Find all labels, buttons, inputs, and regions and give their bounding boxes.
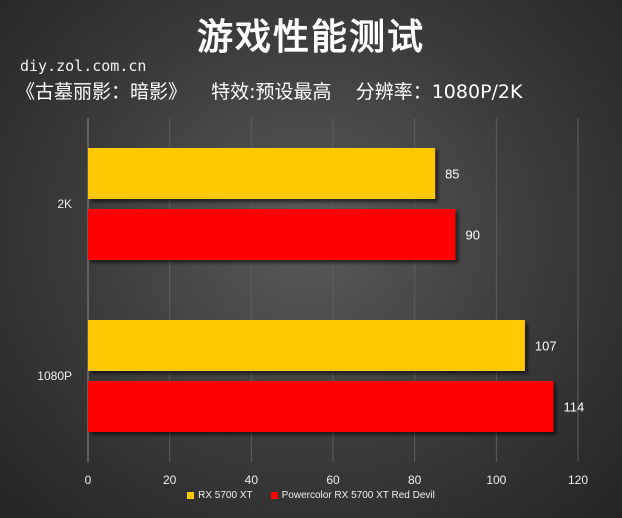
x-tick-label-5: 100: [486, 473, 506, 487]
bar-0-0: [88, 148, 436, 199]
legend-item-series-2: Powercolor RX 5700 XT Red Devil: [270, 490, 435, 501]
legend-label-series-1: RX 5700 XT: [198, 490, 253, 501]
legend-item-series-1: RX 5700 XT: [187, 490, 253, 501]
data-label-1-0: 107: [535, 339, 557, 354]
chart-subtitle: 《古墓丽影：暗影》 特效:预设最高 分辨率：1080P/2K: [16, 81, 523, 103]
x-tick-label-1: 20: [163, 473, 177, 487]
data-label-0-0: 85: [445, 167, 459, 182]
data-label-1-1: 114: [564, 400, 585, 415]
bar-0-1: [88, 209, 456, 260]
legend-swatch-series-1: [187, 492, 195, 499]
source-label: diy.zol.com.cn: [20, 57, 147, 75]
data-label-0-1: 90: [466, 228, 480, 243]
x-tick-label-2: 40: [245, 473, 259, 487]
x-tick-label-0: 0: [85, 473, 92, 487]
chart-title: 游戏性能测试: [196, 17, 425, 58]
legend: RX 5700 XT Powercolor RX 5700 XT Red Dev…: [0, 490, 622, 501]
category-label-0: 2K: [57, 197, 72, 211]
bar-1-0: [88, 320, 525, 371]
x-tick-label-3: 60: [326, 473, 340, 487]
bar-1-1: [88, 381, 554, 432]
legend-swatch-series-2: [270, 492, 278, 499]
x-tick-label-4: 80: [408, 473, 422, 487]
x-tick-label-6: 120: [568, 473, 588, 487]
category-label-1: 1080P: [37, 369, 72, 383]
legend-label-series-2: Powercolor RX 5700 XT Red Devil: [281, 490, 435, 501]
